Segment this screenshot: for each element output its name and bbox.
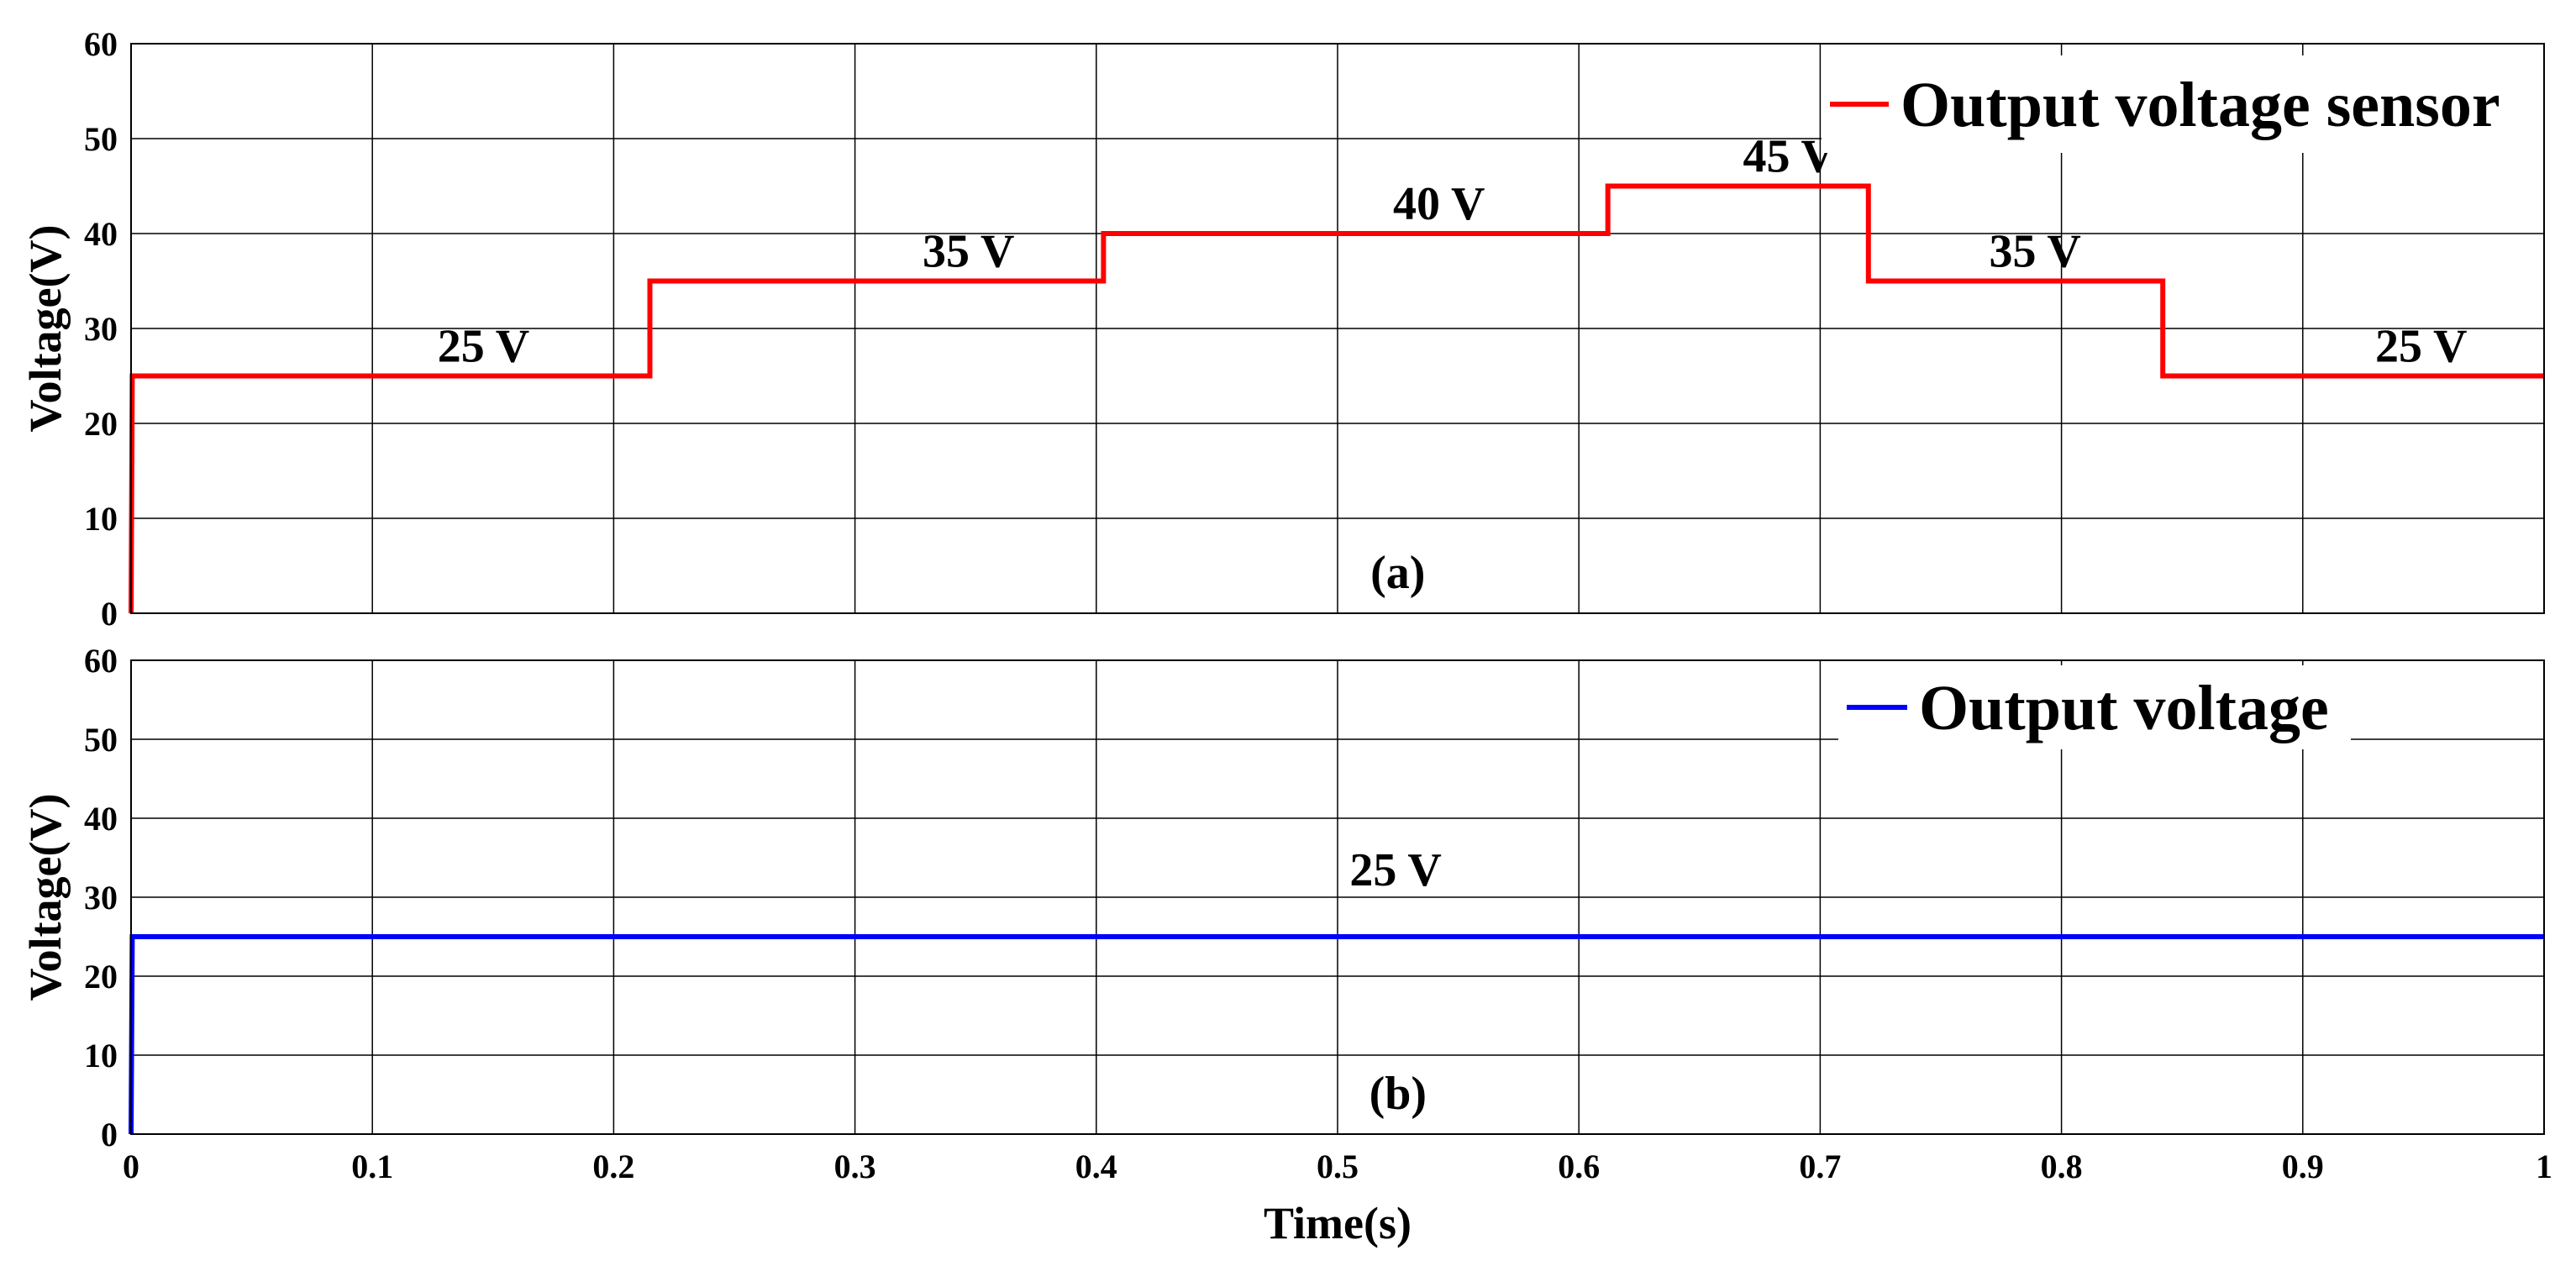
value-annotation: 25 V [2375, 321, 2467, 373]
panel-a: 0 10 20 30 40 50 60 25 V 35 V 40 V 45 V 35 V 25 V (a)… [20, 25, 2545, 633]
x-axis-label: Time(s) [1264, 1198, 1412, 1248]
legend-label: Output voltage [1919, 673, 2329, 743]
x-tick-label: 0.5 [1317, 1148, 1359, 1185]
y-tick-label: 20 [84, 405, 118, 443]
series-line-output-voltage-sensor [129, 183, 2544, 614]
x-tick-label: 0.9 [2282, 1148, 2324, 1185]
legend: Output voltage [1838, 665, 2351, 749]
legend-box [1822, 55, 2544, 153]
legend: Output voltage sensor [1822, 55, 2544, 153]
y-tick-label: 40 [84, 215, 118, 253]
value-annotation: 40 V [1393, 178, 1485, 230]
panel-tag: (a) [1370, 547, 1425, 599]
y-tick-label: 10 [84, 500, 118, 538]
value-annotation: 45 V [1743, 131, 1834, 183]
plot-frame [130, 43, 2545, 614]
x-tick-label: 0.1 [351, 1148, 393, 1185]
y-tick-label: 20 [84, 958, 118, 995]
legend-label: Output voltage sensor [1900, 70, 2500, 140]
x-tick-label: 0.8 [2041, 1148, 2083, 1185]
x-tick-label: 1 [2536, 1148, 2552, 1185]
legend-box [1838, 665, 2351, 749]
x-tick-label: 0 [123, 1148, 139, 1185]
panel-b: 0 10 20 30 40 50 60 0 0.1 0.2 0.3 0.4 0.5 0.6 0.7 0.8 0.… [20, 642, 2552, 1248]
y-axis-label: Voltage(V) [20, 225, 71, 433]
y-tick-label: 10 [84, 1037, 118, 1074]
y-tick-label: 50 [84, 120, 118, 158]
y-tick-label: 60 [84, 25, 118, 63]
x-tick-label: 0.4 [1075, 1148, 1117, 1185]
x-tick-label: 0.6 [1558, 1148, 1600, 1185]
y-tick-label: 0 [101, 595, 118, 633]
x-tick-label: 0.7 [1799, 1148, 1841, 1185]
value-annotation: 35 V [1989, 226, 2080, 278]
y-tick-label: 50 [84, 721, 118, 759]
y-tick-label: 30 [84, 879, 118, 917]
panel-tag: (b) [1369, 1068, 1427, 1120]
value-annotation: 25 V [438, 321, 529, 373]
y-tick-label: 0 [101, 1116, 118, 1153]
plot-frame [130, 659, 2545, 1135]
y-axis-label: Voltage(V) [20, 794, 71, 1001]
x-tick-label: 0.3 [834, 1148, 876, 1185]
value-annotation: 35 V [923, 226, 1014, 278]
y-tick-label: 30 [84, 310, 118, 348]
value-annotation: 25 V [1349, 844, 1441, 896]
y-tick-label: 60 [84, 642, 118, 680]
x-tick-label: 0.2 [592, 1148, 634, 1185]
y-tick-label: 40 [84, 800, 118, 838]
